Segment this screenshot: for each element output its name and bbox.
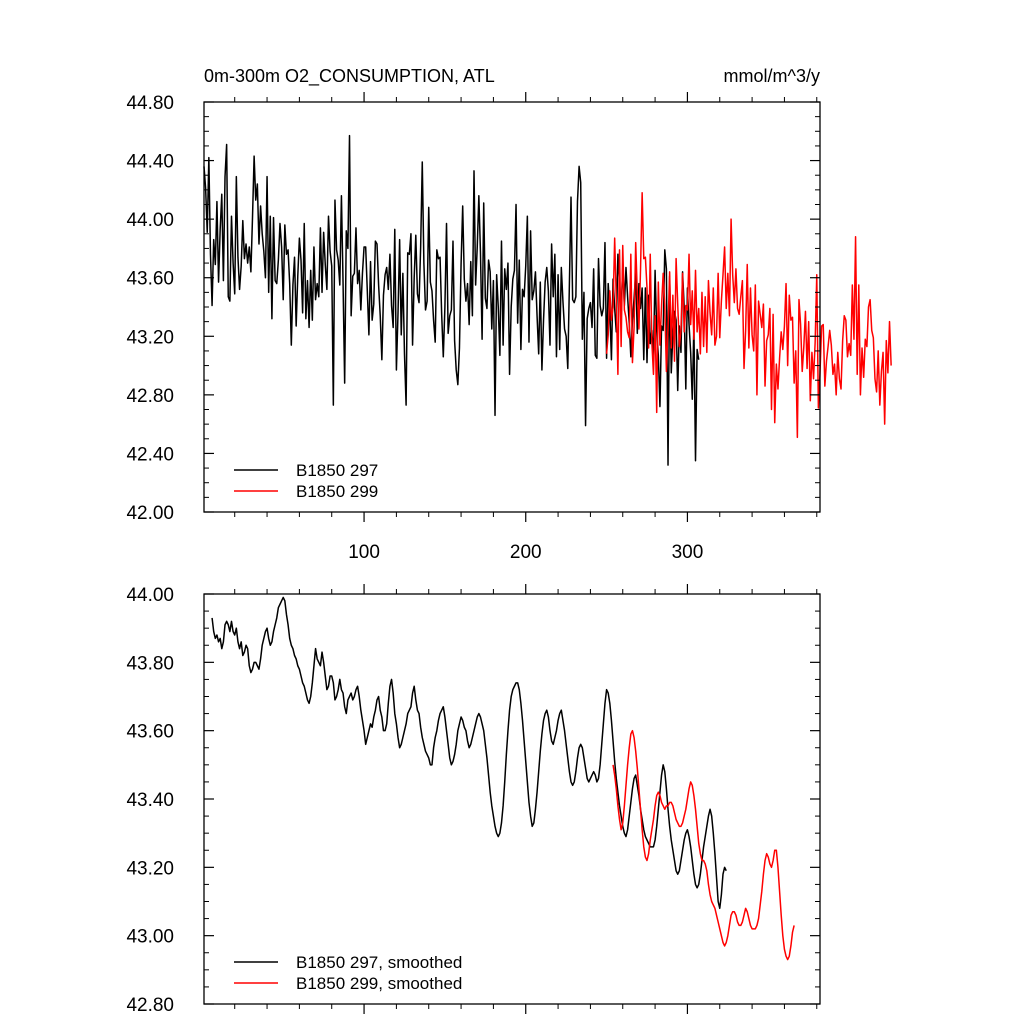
y-tick-label: 43.00 <box>126 927 174 948</box>
legend-label: B1850 299, smoothed <box>296 974 462 993</box>
bottom-series-group <box>211 596 795 961</box>
bottom-plot-frame <box>203 593 821 1005</box>
top-axis-ticks: 42.00 42.40 42.80 43.20 43.60 44.00 44.40 44.80… <box>126 92 820 563</box>
y-tick-label: 42.80 <box>126 995 174 1016</box>
y-tick-label: 43.20 <box>126 327 174 348</box>
top-series-group <box>203 134 892 466</box>
legend-label: B1850 299 <box>296 482 378 501</box>
y-tick-label: 44.00 <box>126 585 174 606</box>
series-line-b1850-299 <box>612 729 795 961</box>
y-tick-label: 42.80 <box>126 386 174 407</box>
legend-label: B1850 297 <box>296 461 378 480</box>
y-tick-label: 43.60 <box>126 269 174 290</box>
y-tick-label: 44.40 <box>126 152 174 173</box>
top-chart-units: mmol/m^3/y <box>724 66 820 86</box>
y-tick-label: 42.40 <box>126 444 174 465</box>
legend-label: B1850 297, smoothed <box>296 953 462 972</box>
y-tick-label: 44.80 <box>126 93 174 114</box>
top-panel: 0m-300m O2_CONSUMPTION, ATL mmol/m^3/y 4… <box>126 66 892 563</box>
x-tick-label: 100 <box>348 542 380 563</box>
top-chart-title: 0m-300m O2_CONSUMPTION, ATL <box>204 66 495 87</box>
x-tick-label: 300 <box>672 542 704 563</box>
series-line-b1850-299 <box>605 192 892 439</box>
y-tick-label: 43.80 <box>126 653 174 674</box>
x-tick-label: 200 <box>510 542 542 563</box>
bottom-axis-ticks: 42.80 43.00 43.20 43.40 43.60 43.80 44.00 <box>126 584 820 1016</box>
y-tick-label: 43.60 <box>126 722 174 743</box>
bottom-panel: 42.80 43.00 43.20 43.40 43.60 43.80 44.00 B185… <box>126 584 821 1016</box>
y-tick-label: 42.00 <box>126 503 174 524</box>
bottom-legend: B1850 297, smoothed B1850 299, smoothed <box>234 953 462 993</box>
y-tick-label: 44.00 <box>126 210 174 231</box>
y-tick-label: 43.20 <box>126 858 174 879</box>
top-legend: B1850 297 B1850 299 <box>234 461 378 501</box>
y-tick-label: 43.40 <box>126 790 174 811</box>
series-line-b1850-297 <box>211 596 727 910</box>
